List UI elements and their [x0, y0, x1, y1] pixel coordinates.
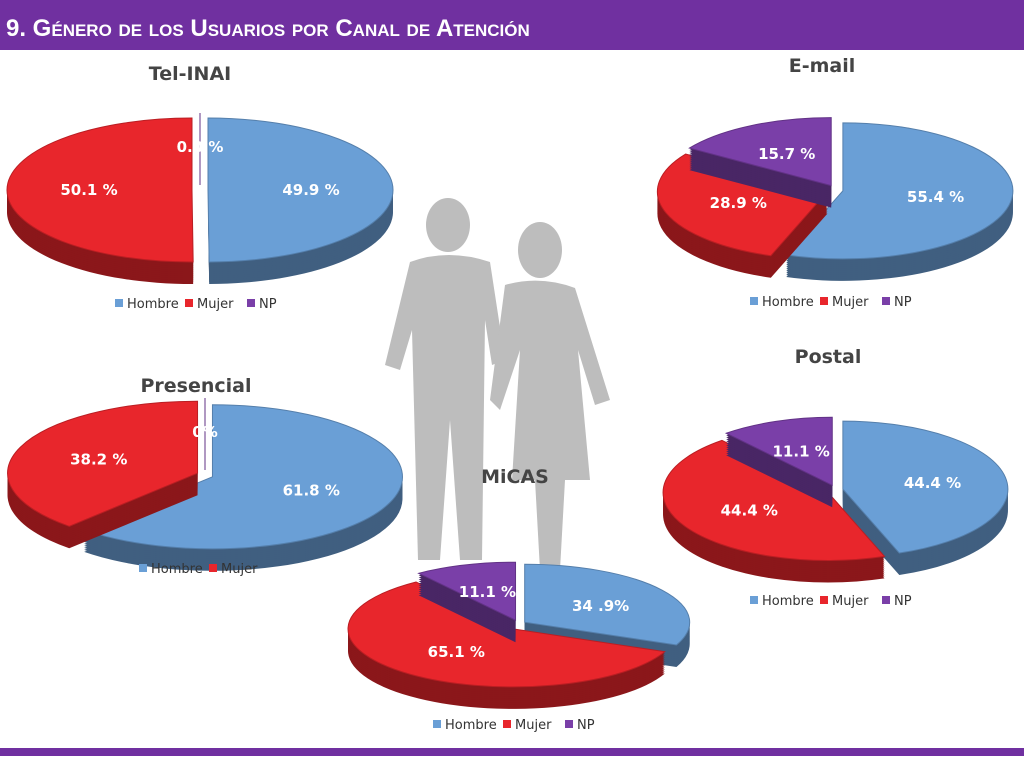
slice	[842, 420, 1009, 554]
legend-swatch	[139, 564, 147, 572]
data-label: 50.1 %	[60, 181, 117, 199]
slice	[785, 122, 1014, 260]
legend-label: NP	[259, 297, 277, 312]
legend-label: Mujer	[197, 297, 234, 312]
legend-label: NP	[894, 295, 912, 310]
legend-swatch	[185, 299, 193, 307]
legend-label: Hombre	[127, 297, 179, 312]
legend-swatch	[750, 596, 758, 604]
legend-swatch	[882, 297, 890, 305]
chart-title: MiCAS	[481, 466, 549, 488]
slice	[207, 117, 394, 263]
legend-label: NP	[577, 718, 595, 733]
legend-swatch	[433, 720, 441, 728]
slice	[417, 561, 517, 622]
legend-label: Hombre	[151, 562, 203, 577]
legend-label: Mujer	[832, 295, 869, 310]
data-label: 15.7 %	[758, 145, 815, 163]
data-label: 55.4 %	[907, 188, 964, 206]
slice	[524, 563, 691, 646]
slide-title: 9. Género de los Usuarios por Canal de A…	[6, 15, 530, 42]
data-label: 65.1 %	[428, 643, 485, 661]
slice	[82, 404, 403, 550]
slice	[7, 400, 199, 527]
data-label: 34 .9%	[572, 597, 629, 615]
data-label: 49.9 %	[282, 181, 339, 199]
slice	[6, 117, 194, 263]
legend-label: Hombre	[445, 718, 497, 733]
legend-swatch	[565, 720, 573, 728]
data-label: 38.2 %	[70, 450, 127, 468]
chart-title: E-mail	[789, 55, 856, 77]
data-label: 0%	[192, 423, 217, 441]
data-label: 0.0 %	[177, 138, 224, 156]
data-label: 11.1 %	[773, 443, 830, 461]
data-label: 44.4 %	[721, 501, 778, 519]
legend-swatch	[750, 297, 758, 305]
chart-title: Presencial	[140, 375, 251, 397]
legend-swatch	[820, 297, 828, 305]
chart-title: Tel-INAI	[149, 63, 231, 85]
slice	[656, 153, 829, 257]
data-label: 11.1 %	[459, 583, 516, 601]
legend-label: Mujer	[832, 594, 869, 609]
footer-bar	[0, 748, 1024, 756]
legend-swatch	[503, 720, 511, 728]
legend-swatch	[820, 596, 828, 604]
slice	[724, 416, 833, 487]
data-label: 44.4 %	[904, 474, 961, 492]
data-label: 28.9 %	[710, 194, 767, 212]
legend-swatch	[882, 596, 890, 604]
slice	[688, 117, 832, 187]
legend-label: Mujer	[221, 562, 258, 577]
data-label: 61.8 %	[283, 482, 340, 500]
legend-swatch	[209, 564, 217, 572]
header-bar	[0, 0, 1024, 50]
legend-label: Mujer	[515, 718, 552, 733]
legend-label: NP	[894, 594, 912, 609]
legend-label: Hombre	[762, 295, 814, 310]
slice	[662, 439, 886, 561]
legend-swatch	[247, 299, 255, 307]
legend-label: Hombre	[762, 594, 814, 609]
silhouette	[385, 198, 610, 570]
chart-title: Postal	[795, 346, 862, 368]
legend-swatch	[115, 299, 123, 307]
